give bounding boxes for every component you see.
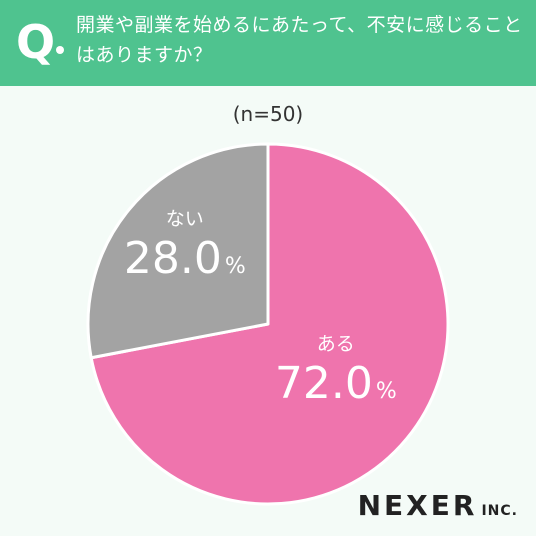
slice-category-label: ない: [166, 208, 204, 230]
slice-category-label: ある: [317, 333, 355, 355]
slice-value-label: 28.0%: [124, 233, 246, 284]
slice-value-label: 72.0%: [275, 358, 397, 409]
pie-slice-yes: [89, 142, 450, 506]
q-mark: Q: [16, 15, 56, 69]
brand-suffix: INC.: [481, 503, 518, 519]
q-dot: [56, 46, 64, 54]
sample-size-label: (n=50): [232, 102, 304, 126]
slice-label-group: ある 72.0%: [275, 333, 397, 409]
question-text: 開業や副業を始めるにあたって、不安に感じることはありますか？: [76, 14, 523, 66]
brand-name: NEXER: [357, 489, 478, 522]
question-banner: Q 開業や副業を始めるにあたって、不安に感じることはありますか？: [0, 0, 536, 86]
pie-slice-no: [86, 142, 270, 360]
brand-logo: NEXER INC.: [358, 489, 518, 522]
slice-label-group: ない 28.0%: [124, 208, 246, 284]
